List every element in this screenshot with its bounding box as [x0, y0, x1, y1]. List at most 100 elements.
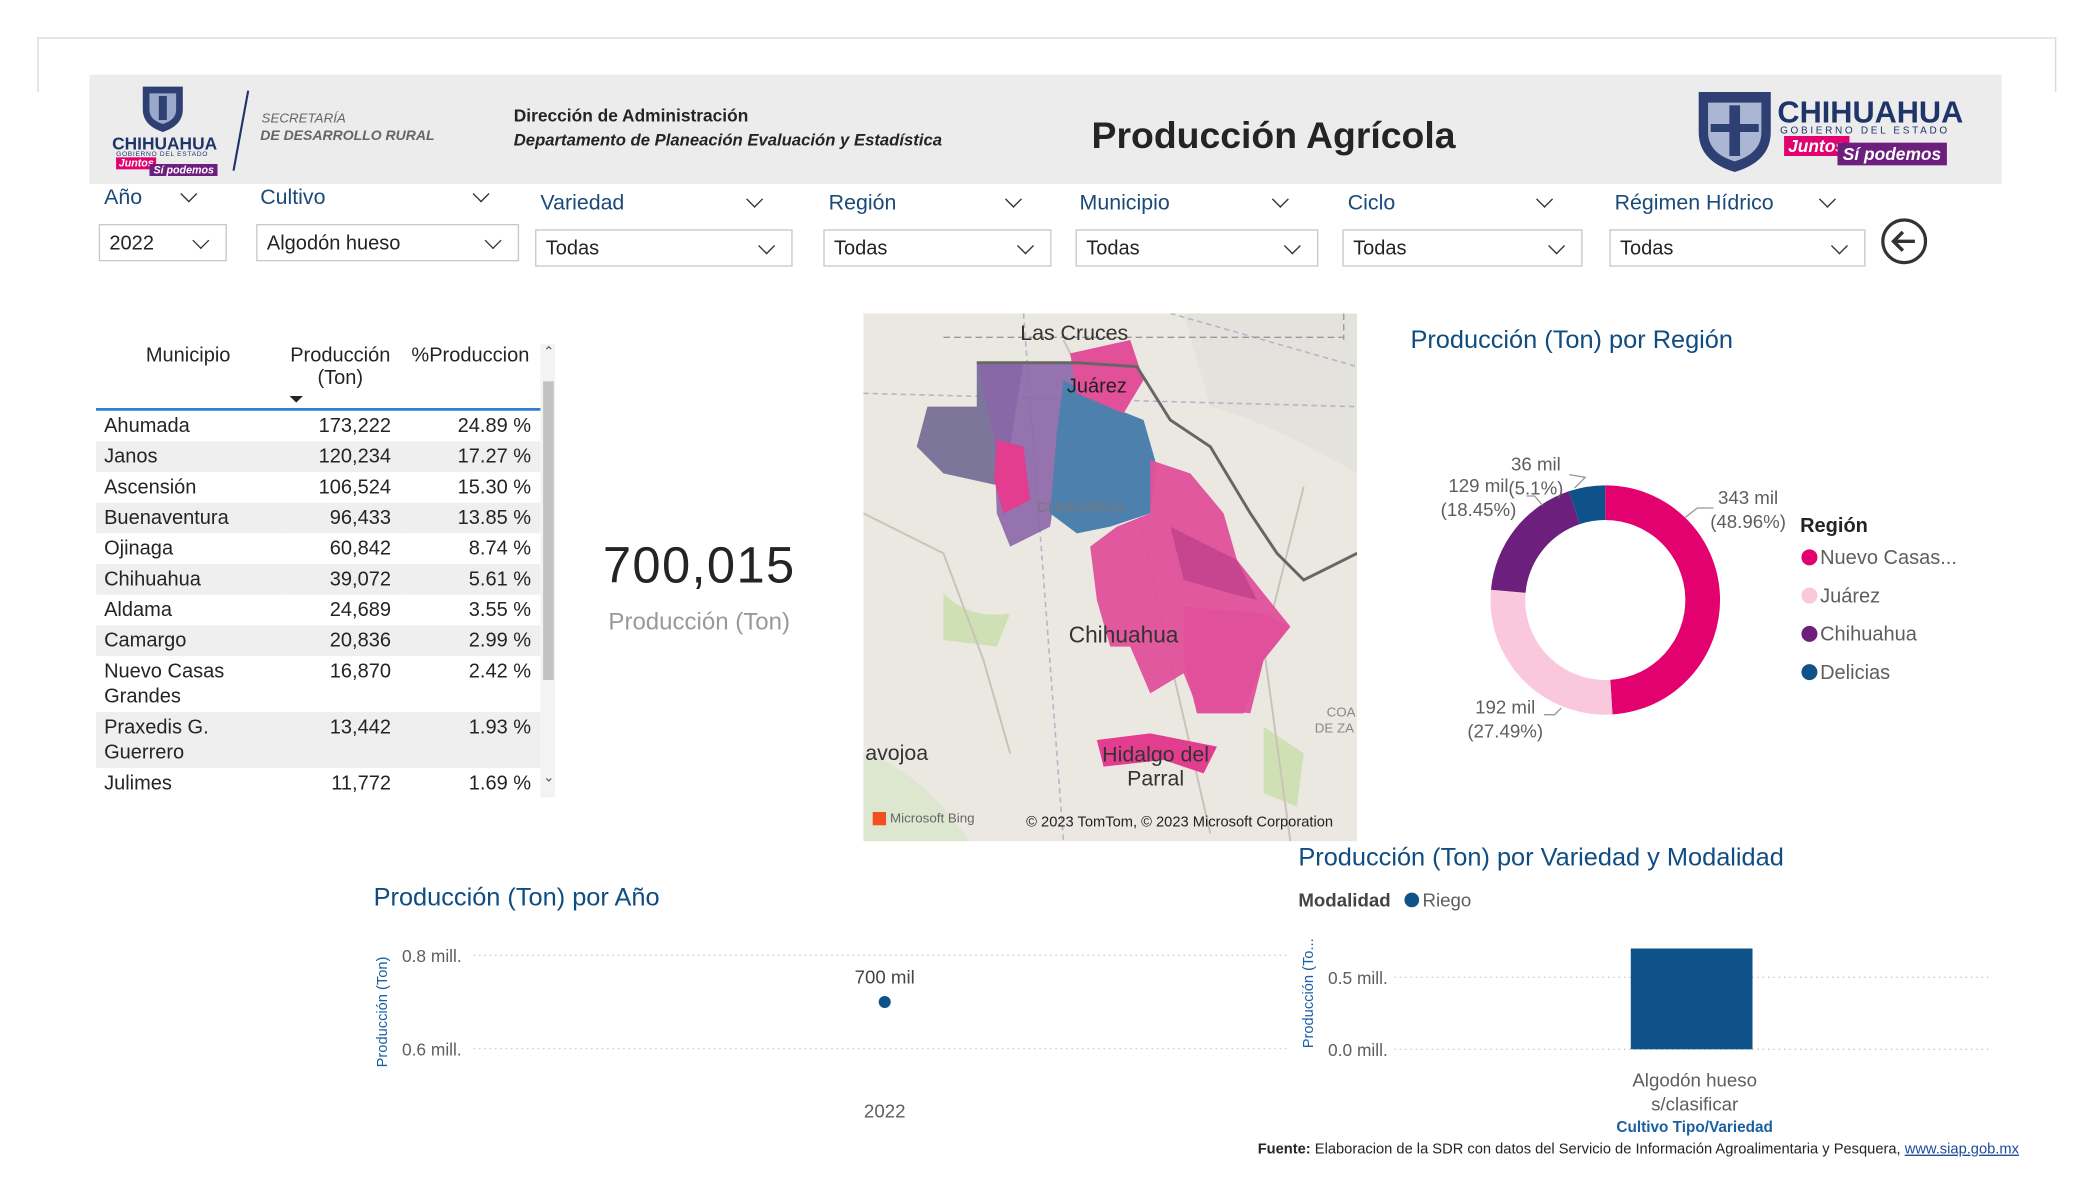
data-label: 192 mil	[1475, 696, 1535, 717]
map[interactable]	[863, 313, 1358, 842]
table-cell: 5.61 %	[400, 563, 541, 595]
filter-dropdown[interactable]: Todas	[823, 229, 1052, 267]
table-row[interactable]: Ascensión 106,524 15.30 %	[96, 472, 540, 503]
filter-value[interactable]: Algodón hueso	[266, 231, 401, 255]
chart-title: Producción (Ton) por Región	[1410, 326, 1733, 354]
scroll-up[interactable]: ⌃	[543, 345, 555, 360]
region-area	[1050, 379, 1157, 534]
filter-value[interactable]: 2022	[109, 231, 154, 255]
data-label: (18.45%)	[1441, 499, 1517, 520]
table-cell: Chihuahua	[96, 563, 281, 595]
table-row[interactable]: Ojinaga 60,842 8.74 %	[96, 533, 540, 564]
table-cell: 106,524	[318, 475, 391, 499]
filter-chevron[interactable]	[758, 237, 776, 255]
filter-dropdown[interactable]: Algodón hueso	[256, 223, 520, 262]
table-cell: 13.85 %	[400, 502, 541, 534]
table-row[interactable]: Julimes 11,772 1.69 %	[96, 768, 540, 799]
filter-label: Variedad	[540, 191, 625, 215]
filter-value[interactable]: Todas	[1619, 237, 1674, 260]
data-label: 129 mil	[1448, 475, 1508, 496]
logo-subtitle: GOBIERNO DEL ESTADO	[1780, 123, 1950, 136]
table-cell: 24.89 %	[457, 414, 532, 438]
column-header[interactable]: Producción (Ton)	[280, 333, 401, 411]
table-cell: 15.30 %	[457, 475, 532, 499]
chart-title: Producción (Ton) por Variedad y Modalida…	[1298, 843, 1783, 871]
column-header-text[interactable]: Producción (Ton)	[290, 343, 391, 390]
filter-value[interactable]: Todas	[834, 237, 888, 260]
data-label: (48.96%)	[1710, 511, 1786, 532]
data-label: 700 mil	[855, 966, 915, 987]
logo-slogan: Sí podemos	[1837, 142, 1947, 166]
filter-dropdown[interactable]: Todas	[1342, 229, 1583, 267]
table-row[interactable]: Janos 120,234 17.27 %	[96, 441, 541, 472]
x-axis-label: Cultivo Tipo/Variedad	[1616, 1119, 1773, 1136]
x-tick-label: 2022	[864, 1100, 906, 1121]
filter-chevron[interactable]	[1283, 237, 1301, 255]
sort-arrow-shape	[289, 395, 303, 403]
filter-label: Régimen Hídrico	[1614, 191, 1774, 215]
filter-chevron[interactable]	[1548, 237, 1566, 255]
back-button[interactable]	[1880, 217, 1928, 265]
logo-name: CHIHUAHUA	[112, 133, 218, 154]
table-cell: Ascensión	[104, 475, 197, 499]
filter-dropdown[interactable]: 2022	[98, 223, 227, 262]
filter-dropdown[interactable]: Todas	[1075, 229, 1319, 267]
table-body: Ahumada 173,222 24.89 % Janos 120,234 17.27 %…	[96, 409, 541, 799]
bar	[1630, 948, 1753, 1050]
table-cell: 11,772	[331, 771, 391, 795]
table-row[interactable]: Aldama 24,689 3.55 %	[96, 595, 540, 626]
table-cell: Buenaventura	[96, 502, 281, 534]
filter-label: Año	[104, 186, 143, 210]
filter-dropdown[interactable]: Todas	[535, 229, 793, 267]
back-circle[interactable]	[1881, 218, 1928, 265]
table-row[interactable]: Praxedis G. Guerrero 13,442 1.93 %	[96, 711, 541, 768]
map-terrain	[863, 753, 971, 842]
map-terrain	[1183, 313, 1358, 474]
column-header[interactable]: %Produccion	[400, 333, 541, 411]
region-area	[1070, 339, 1144, 414]
chart-title: Producción (Ton) por Año	[374, 883, 660, 911]
table-row[interactable]: Chihuahua 39,072 5.61 %	[96, 563, 541, 595]
donut-slice	[1490, 491, 1580, 593]
table-header: Municipio Producción (Ton) %Produccion	[96, 333, 541, 411]
filter-value[interactable]: Todas	[545, 237, 600, 260]
filter-value[interactable]: Todas	[1086, 237, 1140, 260]
filter-chevron[interactable]	[484, 232, 502, 250]
footer-link[interactable]: www.siap.gob.mx	[1904, 1141, 2019, 1158]
back-arrow[interactable]	[1891, 230, 1915, 252]
table-row[interactable]: Camargo 20,836 2.99 %	[96, 625, 541, 656]
legend-marker	[1801, 587, 1818, 604]
table-row[interactable]: Ahumada 173,222 24.89 %	[96, 409, 540, 441]
map-place-label: Hidalgo del Parral	[1102, 743, 1210, 791]
leader-line	[1543, 707, 1562, 716]
column-header[interactable]: Municipio	[96, 333, 281, 411]
table-row[interactable]: Nuevo Casas Grandes 16,870 2.42 %	[96, 656, 540, 712]
filter-dropdown[interactable]: Todas	[1609, 229, 1866, 267]
leader-line	[1684, 507, 1714, 518]
leader-line	[1526, 495, 1544, 506]
filter-label: Cultivo	[260, 186, 326, 210]
filter-chevron[interactable]	[192, 232, 210, 250]
filter-value[interactable]: Todas	[1353, 237, 1407, 260]
logo-slogan: Juntos	[116, 157, 157, 170]
map-place-label: Las Cruces	[1020, 322, 1129, 346]
map-attribution: © 2023 TomTom, © 2023 Microsoft Corporat…	[1026, 814, 1334, 831]
filter-chevron[interactable]	[1830, 237, 1848, 255]
map-place-label: avojoa	[865, 742, 929, 766]
data-label: 343 mil	[1718, 487, 1778, 508]
table-cell: 13,442	[280, 711, 401, 768]
filter-chevron[interactable]	[1016, 237, 1034, 255]
table-row[interactable]: Buenaventura 96,433 13.85 %	[96, 502, 541, 534]
shield-right	[1698, 91, 1771, 172]
table-cell: Ahumada	[104, 414, 190, 438]
table-cell: 96,433	[280, 502, 401, 534]
header-band	[89, 74, 2002, 184]
scrollbar-thumb[interactable]	[543, 381, 554, 680]
table-cell: 2.42 %	[468, 659, 532, 683]
scroll-down[interactable]: ⌄	[543, 770, 555, 786]
region-area	[1183, 606, 1291, 714]
